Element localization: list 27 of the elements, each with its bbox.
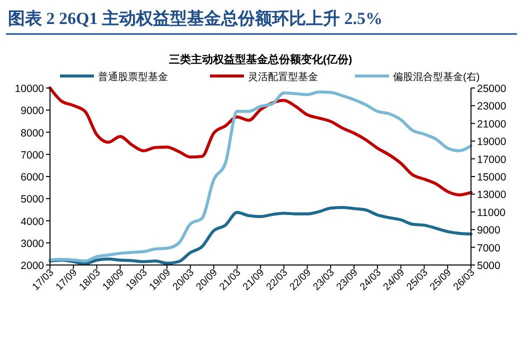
chart-subtitle: 三类主动权益型基金总份额变化(亿份)	[168, 53, 352, 66]
y-tick-label: 5000	[20, 194, 44, 206]
legend-label: 普通股票型基金	[98, 71, 168, 83]
chart-title: 图表 2 26Q1 主动权益型基金总份额环比上升 2.5%	[8, 9, 382, 28]
y-tick-label: 10000	[14, 83, 44, 95]
y2-tick-label: 13000	[477, 189, 506, 202]
y2-tick-label: 17000	[477, 154, 506, 166]
y2-tick-label: 5000	[477, 260, 501, 272]
y2-tick-label: 7000	[477, 242, 501, 254]
legend-label: 偏股混合型基金(右)	[393, 71, 480, 83]
y2-tick-label: 21000	[477, 118, 506, 130]
y2-tick-label: 11000	[477, 206, 506, 219]
legend-label: 灵活配置型基金	[248, 71, 318, 83]
y-tick-label: 3000	[20, 238, 44, 250]
y-tick-label: 4000	[20, 216, 44, 228]
y2-tick-label: 9000	[477, 224, 501, 237]
y-tick-label: 9000	[20, 105, 44, 118]
y-tick-label: 7000	[20, 149, 44, 162]
y2-tick-label: 23000	[477, 100, 506, 113]
line-series	[48, 90, 472, 263]
y-tick-label: 8000	[20, 127, 44, 140]
y2-tick-label: 15000	[477, 172, 506, 184]
y2-tick-label: 25000	[477, 83, 506, 95]
line-series	[48, 86, 472, 196]
y-tick-label: 6000	[20, 172, 44, 184]
y2-tick-label: 19000	[477, 136, 506, 148]
y-tick-label: 2000	[20, 260, 44, 272]
